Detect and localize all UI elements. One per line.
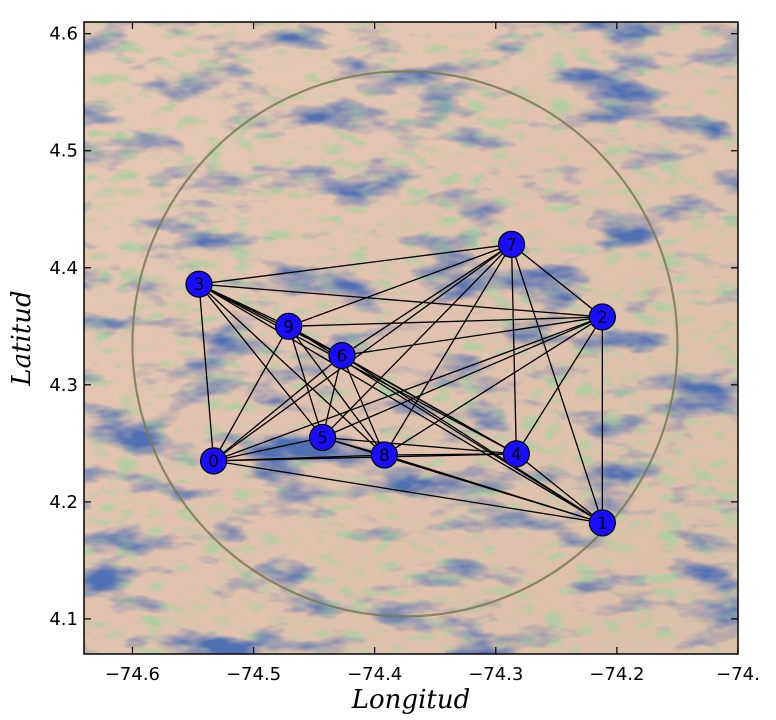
node-5: 5 <box>308 423 337 452</box>
x-tick-label: −74.2 <box>589 664 644 685</box>
node-2: 2 <box>588 303 616 331</box>
edge-8-4 <box>384 453 517 456</box>
edge-0-1 <box>213 460 603 524</box>
edge-6-2 <box>341 316 603 357</box>
edge-2-0 <box>213 316 603 462</box>
edge-0-4 <box>213 453 517 462</box>
edge-3-8 <box>198 283 385 456</box>
edge-9-7 <box>288 243 512 327</box>
edge-2-5 <box>322 316 603 439</box>
network-nodes: 0 1 2 3 4 5 6 7 8 9 <box>185 230 616 537</box>
x-axis-title: Longitud <box>351 685 470 715</box>
x-tick-label: −74.4 <box>347 664 402 685</box>
y-tick-label: 4.1 <box>49 609 78 630</box>
node-label: 4 <box>511 445 522 465</box>
edge-3-6 <box>198 283 343 357</box>
x-axis-ticks: −74.6 −74.5 −74.4 −74.3 −74.2 −74. <box>105 22 760 685</box>
coverage-circle <box>131 70 679 618</box>
x-tick-label: −74.5 <box>226 664 281 685</box>
node-label: 9 <box>283 317 294 337</box>
y-tick-label: 4.6 <box>49 24 78 45</box>
plot-area: 0 1 2 3 4 5 6 7 8 9 <box>84 22 738 654</box>
node-9: 9 <box>275 312 303 340</box>
edge-6-4 <box>341 354 517 455</box>
node-label: 2 <box>597 308 608 328</box>
node-marker <box>308 423 337 452</box>
node-label: 1 <box>597 514 608 534</box>
y-tick-label: 4.3 <box>49 375 78 396</box>
edge-9-5 <box>288 326 324 438</box>
edge-2-4 <box>515 316 603 455</box>
edge-5-4 <box>322 436 517 455</box>
terrain-relief <box>84 22 738 654</box>
node-7: 7 <box>497 230 526 258</box>
edge-3-5 <box>198 283 324 438</box>
x-tick-label: −74.6 <box>105 664 160 685</box>
node-marker <box>370 441 398 469</box>
node-label: 6 <box>337 347 348 367</box>
node-0: 0 <box>199 447 228 475</box>
node-marker <box>588 303 616 331</box>
x-tick-label: −74.3 <box>468 664 523 685</box>
node-6: 6 <box>328 341 356 370</box>
node-marker <box>199 447 228 475</box>
node-label: 8 <box>379 446 390 466</box>
edge-0-5 <box>213 436 323 462</box>
node-1: 1 <box>588 509 616 537</box>
edge-8-1 <box>384 454 603 524</box>
node-3: 3 <box>185 270 213 298</box>
edge-7-8 <box>383 244 513 456</box>
edge-4-1 <box>515 453 603 524</box>
node-label: 0 <box>208 452 219 472</box>
x-tick-label: −74. <box>716 664 760 685</box>
edge-3-7 <box>198 243 512 285</box>
node-marker <box>275 312 303 340</box>
node-marker <box>497 230 526 258</box>
node-8: 8 <box>370 441 398 469</box>
y-axis-title: Latitud <box>7 290 37 386</box>
node-label: 3 <box>194 275 205 295</box>
network-edges <box>198 243 604 524</box>
edge-6-7 <box>341 243 512 357</box>
node-marker <box>185 270 213 298</box>
y-tick-label: 4.5 <box>49 141 78 162</box>
edge-9-2 <box>288 316 603 327</box>
edge-7-5 <box>322 243 512 438</box>
node-4: 4 <box>502 440 530 468</box>
node-label: 7 <box>506 235 517 255</box>
edge-3-2 <box>199 283 603 318</box>
edge-6-0 <box>213 355 343 462</box>
node-label: 5 <box>317 428 328 448</box>
y-tick-label: 4.2 <box>49 492 78 513</box>
node-marker <box>328 341 356 370</box>
edge-7-2 <box>511 243 603 318</box>
edge-9-0 <box>213 325 290 462</box>
edge-3-0 <box>198 284 215 461</box>
node-marker <box>588 509 616 537</box>
edge-2-8 <box>384 316 603 456</box>
edge-9-8 <box>288 325 385 456</box>
edge-7-0 <box>213 243 512 462</box>
node-marker <box>502 440 530 468</box>
plot-frame <box>83 21 739 655</box>
y-axis-ticks: 4.1 4.2 4.3 4.4 4.5 4.6 <box>49 24 738 630</box>
y-tick-label: 4.4 <box>49 258 78 279</box>
edge-7-1 <box>510 244 603 524</box>
edge-6-1 <box>341 355 603 524</box>
